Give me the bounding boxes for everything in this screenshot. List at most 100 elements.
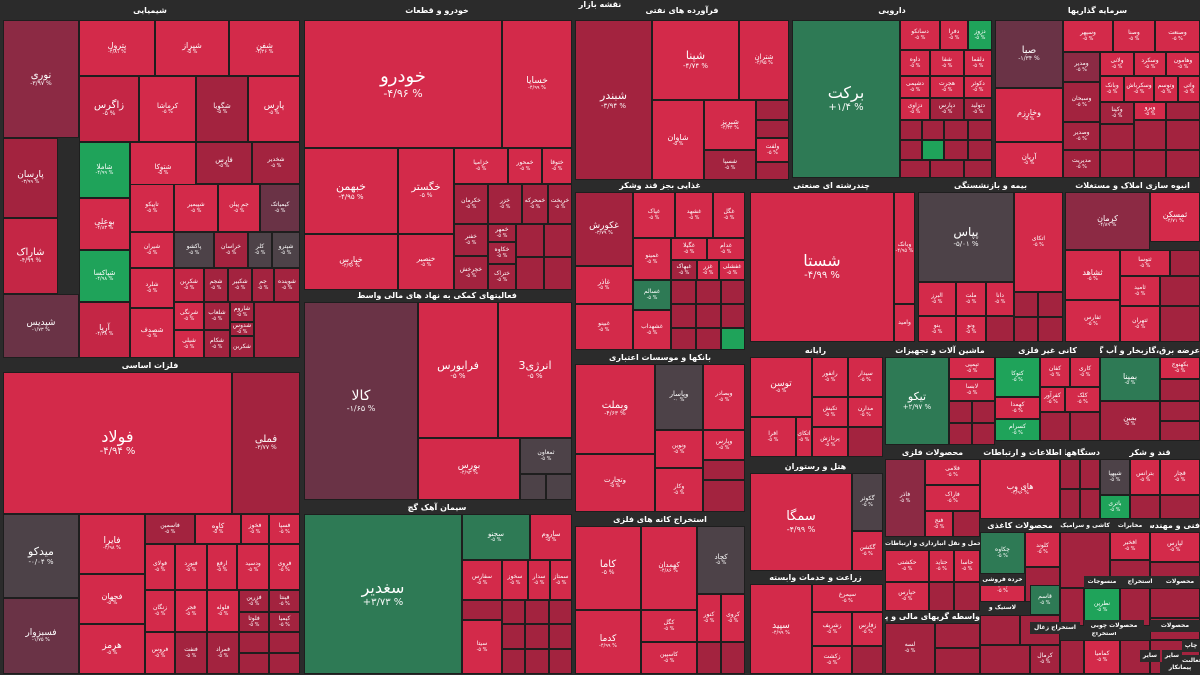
stock-tile[interactable]: شکام -۵ %: [204, 330, 230, 358]
stock-tile-small[interactable]: [1014, 292, 1038, 317]
stock-tile[interactable]: فسبزوار -۱/۷۵ %: [3, 598, 79, 674]
stock-tile[interactable]: کفان -۵ %: [1040, 357, 1070, 387]
sector-header-tele[interactable]: اطلاعات و ارتباطات: [983, 448, 1062, 457]
stock-tile[interactable]: بوعلی -۴/۸۳ %: [79, 198, 130, 250]
stock-tile[interactable]: سدار -۵ %: [528, 560, 550, 600]
stock-tile-small[interactable]: [848, 427, 883, 457]
stock-tile[interactable]: زاگرس -۵ %: [79, 76, 139, 142]
stock-tile-small[interactable]: [944, 120, 968, 140]
stock-tile[interactable]: وسبحان -۵ %: [1063, 82, 1100, 122]
stock-tile[interactable]: فاسمین -۵ %: [145, 514, 195, 544]
stock-tile[interactable]: سپید -۴/۹۹ %: [750, 584, 812, 674]
stock-tile[interactable]: فروس -۵ %: [145, 632, 175, 674]
stock-tile[interactable]: فخوز -۵ %: [241, 514, 269, 544]
stock-tile[interactable]: زکشت -۵ %: [812, 646, 852, 674]
stock-tile[interactable]: شیلی -۵ %: [174, 330, 204, 358]
stock-tile[interactable]: کالا -۱/۶۵ %: [304, 302, 418, 500]
stock-tile-small[interactable]: [1160, 421, 1200, 441]
stock-tile[interactable]: کلر -۵ %: [248, 232, 272, 268]
stock-tile[interactable]: وتوسم -۵ %: [1154, 76, 1178, 102]
stock-tile[interactable]: قچار -۵ %: [1160, 459, 1200, 495]
stock-tile[interactable]: شپدیس -۱/۷۳ %: [3, 294, 79, 358]
stock-tile[interactable]: حاسا -۵ %: [954, 550, 980, 582]
stock-tile-small[interactable]: [1166, 102, 1200, 120]
sector-header-estate[interactable]: انبوه سازی املاک و مستغلات: [1075, 181, 1190, 190]
sector-header-ceramic[interactable]: استخراج کانه های فلزی: [613, 515, 707, 524]
stock-tile-small[interactable]: [954, 582, 980, 611]
sector-header-cement[interactable]: سیمان آهک گچ: [407, 503, 467, 512]
stock-tile[interactable]: کچاد -۵ %: [697, 526, 745, 594]
stock-tile[interactable]: دزاوی -۵ %: [900, 98, 930, 120]
stock-tile[interactable]: شیراز -۵ %: [155, 20, 229, 76]
stock-tile-small[interactable]: [986, 316, 1014, 342]
stock-tile[interactable]: کنور -۵ %: [697, 594, 721, 642]
stock-tile[interactable]: غبهاک -۵ %: [671, 260, 697, 280]
stock-tile-small[interactable]: [964, 160, 992, 178]
sector-header-pharma[interactable]: دارویی: [878, 6, 906, 15]
stock-tile-small[interactable]: [900, 120, 922, 140]
stock-tile[interactable]: غشهد -۵ %: [675, 192, 713, 238]
stock-tile[interactable]: ثامید -۵ %: [1120, 276, 1160, 306]
stock-tile[interactable]: سیمرغ -۵ %: [812, 584, 883, 612]
sector-header-oilprod[interactable]: فرآورده های نفتی: [645, 6, 719, 15]
stock-tile[interactable]: خپارس -۴/۹۶ %: [304, 234, 398, 290]
stock-tile[interactable]: لسه -۵ %: [885, 623, 935, 674]
stock-tile[interactable]: ثتوسا -۵ %: [1120, 250, 1170, 276]
stock-tile[interactable]: رانفور -۵ %: [812, 357, 848, 397]
stock-tile-small[interactable]: [1100, 124, 1134, 150]
stock-tile[interactable]: ولفت -۵ %: [756, 138, 789, 162]
stock-tile[interactable]: فرابورس -۵ %: [418, 302, 498, 438]
stock-tile[interactable]: وسکرباش -۵ %: [1124, 76, 1154, 102]
stock-tile[interactable]: دفرا -۵ %: [940, 20, 968, 50]
stock-tile[interactable]: لابسا -۵ %: [949, 379, 995, 401]
stock-tile[interactable]: وهامون -۵ %: [1166, 52, 1200, 76]
stock-tile[interactable]: شلعاب -۵ %: [204, 302, 230, 330]
stock-tile[interactable]: شلرد -۵ %: [130, 268, 174, 308]
stock-tile[interactable]: شکربن: [230, 336, 254, 358]
stock-tile[interactable]: شپنا -۴/۷۴ %: [652, 20, 739, 100]
stock-tile[interactable]: وپارس -۵ %: [703, 430, 745, 460]
sector-header-auto[interactable]: خودرو و قطعات: [405, 6, 469, 15]
stock-tile[interactable]: خفنر -۵ %: [454, 224, 488, 256]
stock-tile[interactable]: پپاس -۵/۰۱ %: [918, 192, 1014, 282]
stock-tile[interactable]: کاری -۵ %: [1070, 357, 1100, 387]
stock-tile[interactable]: خمهر -۵ %: [488, 224, 516, 242]
stock-tile[interactable]: سفارس -۵ %: [462, 560, 502, 600]
stock-tile[interactable]: ثفارس -۵ %: [1065, 300, 1120, 342]
stock-tile-small[interactable]: [1160, 306, 1200, 342]
stock-tile[interactable]: ختوقا -۵ %: [542, 148, 572, 184]
stock-tile[interactable]: حتاید -۵ %: [929, 550, 954, 582]
stock-tile-small[interactable]: [949, 423, 972, 445]
stock-tile[interactable]: فملی -۳/۷۷ %: [232, 372, 300, 514]
stock-tile[interactable]: وخارزم -۵ %: [995, 88, 1063, 142]
stock-tile[interactable]: سغدیر +۳/۷۳ %: [304, 514, 462, 674]
stock-tile[interactable]: خسایا -۴/۹۹ %: [502, 20, 572, 148]
stock-tile[interactable]: فارس -۵ %: [196, 142, 252, 184]
stock-tile-small[interactable]: [703, 460, 745, 480]
stock-tile-small[interactable]: [239, 653, 269, 674]
stock-tile[interactable]: فنج -۵ %: [925, 511, 953, 537]
stock-tile[interactable]: آریا -۴/۳۸ %: [79, 302, 130, 358]
stock-tile[interactable]: پارسان -۳/۹۹ %: [3, 138, 58, 218]
stock-tile[interactable]: بترانس -۵ %: [1130, 459, 1160, 495]
stock-tile[interactable]: کدما -۴/۹۹ %: [575, 610, 641, 674]
stock-tile-small[interactable]: [980, 615, 1020, 645]
stock-tile-small[interactable]: [671, 280, 696, 304]
stock-tile-small[interactable]: [703, 480, 745, 512]
stock-tile-small[interactable]: [269, 632, 300, 653]
stock-tile[interactable]: فاذر -۵ %: [885, 459, 925, 537]
stock-tile[interactable]: غگیلا -۵ %: [671, 238, 707, 260]
stock-tile-small[interactable]: [544, 224, 572, 257]
stock-tile-small[interactable]: [546, 474, 572, 500]
stock-tile[interactable]: شاروم -۵ %: [230, 302, 254, 322]
stock-tile[interactable]: فلامی -۵ %: [925, 459, 980, 485]
stock-tile[interactable]: بکهنوج -۵ %: [1160, 357, 1200, 379]
stock-tile[interactable]: بمپنا -۵ %: [1100, 357, 1160, 401]
stock-tile[interactable]: وسکرد -۵ %: [1134, 52, 1166, 76]
stock-tile[interactable]: باتری -۵ %: [1100, 495, 1130, 519]
sector-header-bank[interactable]: بانکها و موسسات اعتباری: [609, 353, 711, 362]
stock-tile-small[interactable]: [756, 100, 789, 120]
stock-tile[interactable]: غدام -۵ %: [707, 238, 745, 260]
stock-tile[interactable]: شاوان -۵ %: [652, 100, 704, 180]
stock-tile-small[interactable]: [922, 140, 944, 160]
